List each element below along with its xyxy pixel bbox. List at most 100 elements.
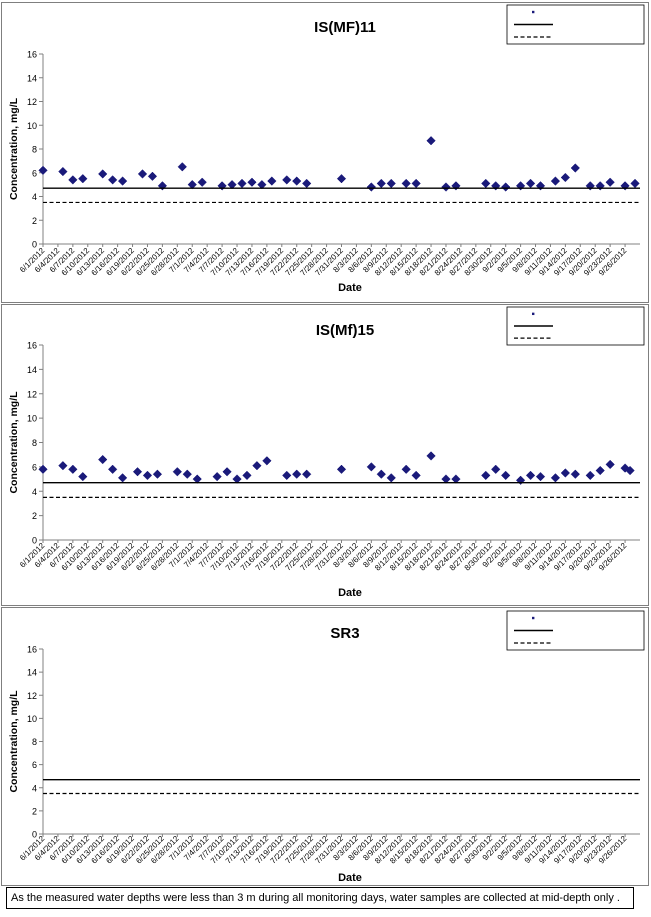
y-tick-label: 0 [32, 830, 37, 840]
y-tick-label: 2 [32, 216, 37, 226]
data-point [282, 175, 292, 185]
data-point [182, 469, 192, 479]
y-tick-label: 14 [27, 365, 37, 375]
data-point [107, 175, 118, 185]
y-tick-label: 16 [27, 341, 37, 351]
chart-title: IS(Mf)15 [316, 322, 374, 339]
data-point [282, 470, 292, 481]
data-point [78, 471, 88, 482]
data-point [68, 464, 78, 474]
data-point [78, 174, 88, 184]
data-point [68, 175, 78, 185]
legend-marker [532, 10, 535, 14]
data-point [107, 464, 118, 474]
y-tick-label: 2 [32, 806, 37, 816]
y-tick-label: 4 [32, 783, 37, 793]
legend [506, 4, 645, 45]
data-point [605, 177, 615, 187]
footnote: As the measured water depths were less t… [6, 887, 634, 909]
data-point [525, 470, 536, 481]
data-point [441, 182, 451, 192]
data-point [426, 451, 436, 461]
data-point [257, 179, 267, 190]
y-tick-label: 8 [32, 438, 37, 448]
legend-marker [532, 312, 535, 316]
data-point [38, 165, 48, 176]
y-tick-label: 0 [32, 536, 37, 546]
y-axis-label: Concentration, mg/L [8, 97, 20, 200]
data-point [58, 461, 68, 471]
data-point [212, 471, 222, 482]
data-point [292, 469, 302, 479]
y-tick-label: 8 [32, 145, 37, 155]
data-point [137, 169, 148, 179]
chart-panel-2: IS(Mf)15 0 2 4 6 8 10 12 14 16 Concentration, mg/L… [1, 304, 649, 606]
x-axis-label: Date [338, 872, 362, 884]
y-tick-label: 4 [32, 192, 37, 202]
data-point [535, 181, 546, 191]
data-point [197, 177, 207, 187]
legend-marker [532, 616, 535, 620]
y-tick-label: 14 [27, 668, 37, 678]
data-point [302, 469, 312, 479]
y-tick-label: 6 [32, 462, 37, 472]
data-point [366, 462, 377, 472]
data-point [585, 181, 595, 191]
x-axis-label: Date [338, 587, 362, 599]
chart-title: SR3 [330, 625, 359, 642]
data-point [376, 469, 386, 479]
y-tick-label: 10 [27, 121, 37, 131]
data-point [142, 470, 153, 481]
data-point [267, 176, 277, 186]
data-point [222, 467, 232, 477]
y-tick-label: 16 [27, 50, 37, 60]
chart-border [1, 2, 649, 303]
data-point [366, 182, 377, 192]
y-tick-label: 4 [32, 487, 37, 497]
data-point [595, 465, 605, 476]
data-point [177, 162, 187, 172]
y-tick-label: 16 [27, 645, 37, 655]
data-point [570, 469, 580, 479]
y-tick-label: 2 [32, 511, 37, 521]
data-point [262, 456, 272, 466]
chart-border [1, 304, 649, 606]
y-tick-label: 12 [27, 691, 37, 701]
chart-panel-1: IS(MF)11 0 2 4 6 8 10 12 14 16 Concentration, mg/L… [1, 2, 649, 303]
data-point [625, 465, 635, 476]
data-point [501, 470, 511, 481]
y-axis-label: Concentration, mg/L [8, 690, 20, 793]
data-point [491, 464, 501, 474]
chart-title: IS(MF)11 [314, 19, 376, 36]
data-point [292, 176, 302, 186]
data-point [58, 166, 68, 177]
data-point [550, 176, 561, 186]
data-point [247, 177, 257, 187]
data-point [132, 467, 143, 477]
data-point [336, 174, 347, 184]
y-tick-label: 14 [27, 73, 37, 83]
data-point [98, 169, 108, 179]
data-point [401, 464, 411, 474]
data-point [560, 468, 571, 478]
y-tick-label: 10 [27, 414, 37, 424]
data-point [481, 470, 491, 481]
y-tick-label: 6 [32, 760, 37, 770]
data-point [227, 179, 237, 190]
data-point [585, 470, 595, 481]
data-point [570, 163, 580, 173]
y-tick-label: 10 [27, 714, 37, 724]
data-point [98, 454, 108, 465]
legend [506, 610, 645, 651]
y-axis-label: Concentration, mg/L [8, 391, 20, 494]
data-point [411, 470, 421, 481]
y-tick-label: 0 [32, 240, 37, 250]
data-point [426, 136, 436, 146]
data-point [336, 464, 347, 474]
y-tick-label: 6 [32, 168, 37, 178]
data-point [147, 171, 158, 181]
y-tick-label: 12 [27, 97, 37, 107]
